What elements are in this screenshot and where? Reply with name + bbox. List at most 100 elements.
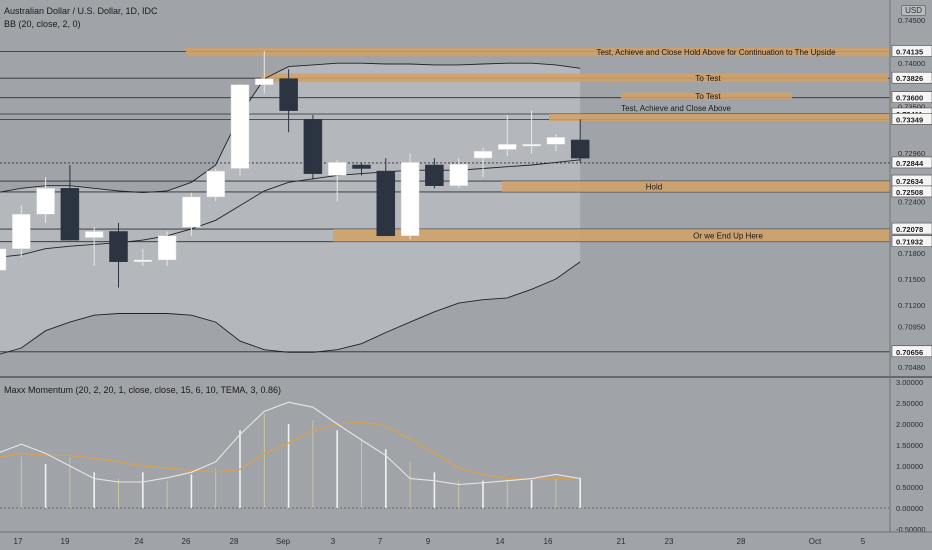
price-axis[interactable]: 0.74500 0.74000 0.73500 0.72960 0.72400 0.718…: [889, 0, 932, 534]
oscillator-pane: [0, 376, 932, 509]
osc-tick-label: 2.50000: [896, 399, 923, 408]
price-tick-label: 0.70480: [898, 363, 925, 372]
annotation-zone: [502, 181, 890, 192]
time-tick-label: 16: [544, 537, 553, 546]
time-tick-label: 19: [61, 537, 70, 546]
time-tick-label: 17: [14, 537, 23, 546]
time-tick-label: 26: [182, 537, 191, 546]
candle-up: [206, 170, 225, 198]
candle-up: [449, 163, 468, 186]
price-tick-label: 0.72400: [898, 197, 925, 206]
annotation-text: Hold: [646, 183, 662, 192]
bollinger-band-fill: [0, 63, 581, 355]
candle-up: [546, 137, 566, 145]
annotation-text: Or we End Up Here: [693, 231, 763, 240]
price-level-tag: [891, 45, 932, 57]
price-level-label: 0.71932: [896, 238, 923, 247]
time-tick-label: 28: [737, 537, 746, 546]
time-tick-label: 3: [331, 537, 336, 546]
candle-up: [0, 248, 7, 271]
candles: [0, 51, 590, 288]
annotation-zone: [261, 73, 888, 83]
time-tick-label: 21: [617, 537, 626, 546]
annotation-text: To Test: [695, 74, 721, 83]
candle-up: [327, 162, 347, 176]
osc-tick-label: 2.00000: [896, 420, 923, 429]
annotation-zone: [621, 92, 792, 100]
annotation-zone: [186, 47, 890, 57]
price-tick-label: 0.72960: [898, 149, 925, 158]
annotation-text: To Test: [695, 92, 721, 101]
bb-upper-line: [0, 62, 581, 194]
price-tick-label: 0.71800: [898, 249, 925, 258]
price-tick-label: 0.74500: [898, 16, 925, 25]
time-tick-label: 24: [135, 537, 144, 546]
candle-up: [36, 188, 55, 215]
price-level-label: 0.74135: [896, 48, 923, 57]
price-tick-label: 0.70950: [898, 322, 925, 331]
candle-down: [303, 119, 323, 174]
price-level-label: 0.72078: [896, 225, 923, 234]
price-level-label: 0.72634: [896, 177, 924, 186]
price-level-tag: [891, 345, 932, 358]
time-tick-label: Oct: [809, 537, 822, 546]
annotation-zones: Test, Achieve and Close Hold Above for C…: [186, 47, 890, 242]
candle-up: [182, 196, 201, 228]
candle-up: [522, 144, 541, 147]
candle-up: [230, 84, 250, 169]
osc-tick-label: 0.50000: [896, 483, 923, 492]
price-level-tag: [891, 91, 932, 103]
time-tick-label: 23: [665, 537, 674, 546]
time-tick-label: 28: [230, 537, 239, 546]
osc-tick-label: 0.00000: [896, 504, 923, 513]
price-level-label: 0.72844: [896, 159, 924, 168]
annotation-text: Test, Achieve and Close Above: [621, 104, 731, 113]
bb-indicator-label: BB (20, close, 2, 0): [4, 19, 81, 29]
symbol-title: Australian Dollar / U.S. Dollar, 1D, IDC: [4, 6, 158, 16]
candle-down: [352, 164, 371, 169]
price-level-tag: [891, 222, 932, 235]
candle-up: [255, 78, 274, 85]
candle-up: [12, 213, 31, 249]
candle-up: [400, 162, 420, 237]
bb-lower-line: [0, 261, 581, 355]
price-level-label: 0.73826: [896, 74, 923, 83]
time-tick-label: Sep: [276, 537, 291, 546]
oscillator-signal-line: [0, 421, 581, 481]
osc-tick-label: -0.50000: [896, 525, 926, 534]
price-level-tag: [891, 156, 932, 169]
price-level-label: 0.72508: [896, 188, 923, 197]
candle-down: [425, 164, 444, 186]
price-tick-label: 0.73500: [898, 102, 925, 111]
candle-up: [133, 259, 153, 262]
price-tick-label: 0.74000: [898, 59, 925, 68]
candle-down: [570, 139, 590, 159]
time-tick-label: 9: [426, 537, 431, 546]
time-tick-label: 5: [861, 537, 866, 546]
time-tick-label: 14: [496, 537, 505, 546]
oscillator-label: Maxx Momentum (20, 2, 20, 1, close, clos…: [4, 385, 281, 395]
osc-tick-label: 1.50000: [896, 441, 923, 450]
candle-up: [84, 231, 104, 238]
candle-down: [279, 78, 298, 111]
candle-down: [376, 170, 396, 237]
price-level-tag: [891, 71, 932, 84]
candle-down: [60, 188, 80, 241]
annotation-text: Test, Achieve and Close Hold Above for C…: [596, 48, 836, 57]
time-axis[interactable]: 17 19 24 26 28 Sep 3 7 9 14 16 21 23 28 Oct 5: [0, 531, 932, 546]
price-tick-label: 0.71500: [898, 275, 925, 284]
currency-badge[interactable]: USD: [901, 5, 926, 16]
time-tick-label: 7: [378, 537, 383, 546]
candle-up: [157, 235, 177, 261]
candle-up: [473, 150, 493, 159]
osc-tick-label: 1.00000: [896, 462, 923, 471]
price-tick-label: 0.71200: [898, 301, 925, 310]
price-level-tag: [891, 185, 932, 198]
price-level-label: 0.73349: [896, 115, 923, 124]
annotation-zone: [549, 114, 890, 122]
candle-up: [498, 144, 517, 150]
annotation-zone: [333, 229, 890, 242]
oscillator-main-line: [0, 401, 581, 486]
price-level-label: 0.70656: [896, 348, 923, 357]
